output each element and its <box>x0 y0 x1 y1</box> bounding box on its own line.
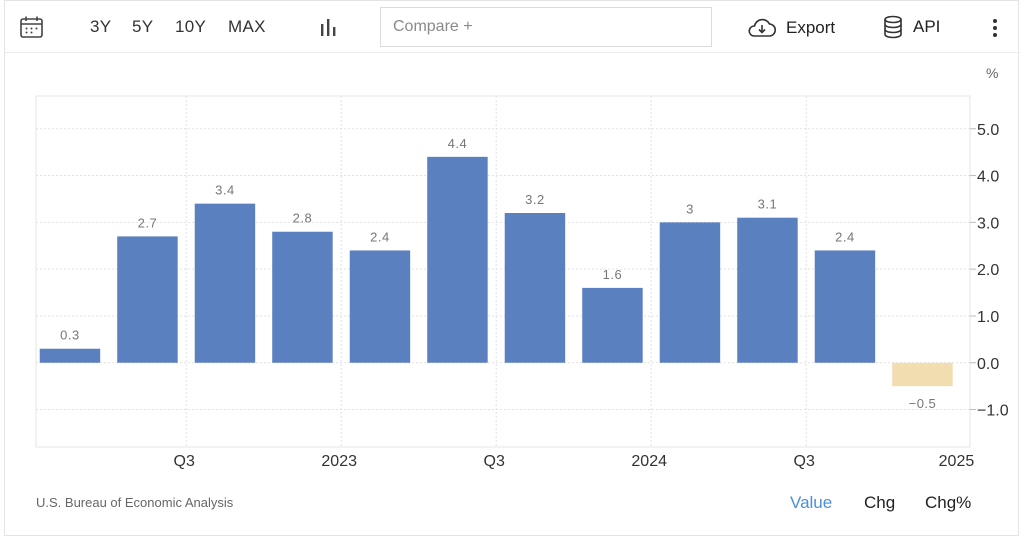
api-button[interactable]: API <box>883 14 940 40</box>
database-icon <box>884 15 902 39</box>
calendar-icon[interactable] <box>19 15 45 39</box>
data-label: 3.2 <box>525 192 545 207</box>
x-tick-label: Q3 <box>794 453 815 470</box>
data-label: −0.5 <box>909 396 937 411</box>
api-label: API <box>913 17 941 36</box>
y-tick-label: 0.0 <box>977 356 999 373</box>
unit-label: % <box>986 65 999 81</box>
x-tick-label: Q3 <box>174 453 195 470</box>
y-tick-label: 3.0 <box>977 215 999 232</box>
x-tick-label: 2023 <box>321 453 357 470</box>
toggle-chg-pct[interactable]: Chg% <box>925 493 972 512</box>
data-label: 4.4 <box>448 136 468 151</box>
export-label: Export <box>786 18 836 37</box>
x-tick-label: 2025 <box>939 453 975 470</box>
data-label: 2.4 <box>370 229 390 244</box>
data-label: 3 <box>686 201 694 216</box>
bar <box>349 250 411 363</box>
data-label: 1.6 <box>603 267 623 282</box>
bar <box>737 217 798 363</box>
bar <box>814 250 876 363</box>
x-tick-label: 2024 <box>631 453 667 470</box>
data-label: 2.7 <box>138 215 158 230</box>
data-label: 0.3 <box>60 328 80 343</box>
bar <box>272 231 333 363</box>
y-tick-label: 2.0 <box>977 262 999 279</box>
bar <box>194 203 256 363</box>
bar <box>39 348 101 363</box>
more-vertical-icon[interactable] <box>989 17 1001 39</box>
range-5y-button[interactable]: 5Y <box>132 17 154 36</box>
range-3y-button[interactable]: 3Y <box>90 17 112 36</box>
bar <box>504 213 566 363</box>
y-tick-label: 5.0 <box>977 122 999 139</box>
y-tick-label: −1.0 <box>977 403 1009 420</box>
x-tick-label: Q3 <box>484 453 505 470</box>
data-label: 2.4 <box>835 229 855 244</box>
bar <box>659 222 721 363</box>
toggle-chg[interactable]: Chg <box>864 493 896 512</box>
bar <box>582 287 643 363</box>
bar <box>427 156 488 363</box>
bar-chart-icon[interactable] <box>319 17 341 37</box>
cloud-download-icon <box>748 18 777 37</box>
bar <box>117 236 178 363</box>
compare-input[interactable] <box>380 7 712 47</box>
range-max-button[interactable]: MAX <box>228 17 266 36</box>
y-tick-label: 1.0 <box>977 309 999 326</box>
data-label: 3.1 <box>758 197 778 212</box>
bar <box>892 362 953 387</box>
export-button[interactable]: Export <box>747 15 835 41</box>
chart-toolbar: 3Y 5Y 10Y MAX Export API <box>5 1 1020 53</box>
data-label: 3.4 <box>215 183 235 198</box>
y-tick-label: 4.0 <box>977 169 999 186</box>
data-label: 2.8 <box>293 211 313 226</box>
toggle-value[interactable]: Value <box>790 493 833 512</box>
plot-area <box>35 95 971 448</box>
range-10y-button[interactable]: 10Y <box>175 17 207 36</box>
source-link[interactable]: U.S. Bureau of Economic Analysis <box>36 495 234 510</box>
